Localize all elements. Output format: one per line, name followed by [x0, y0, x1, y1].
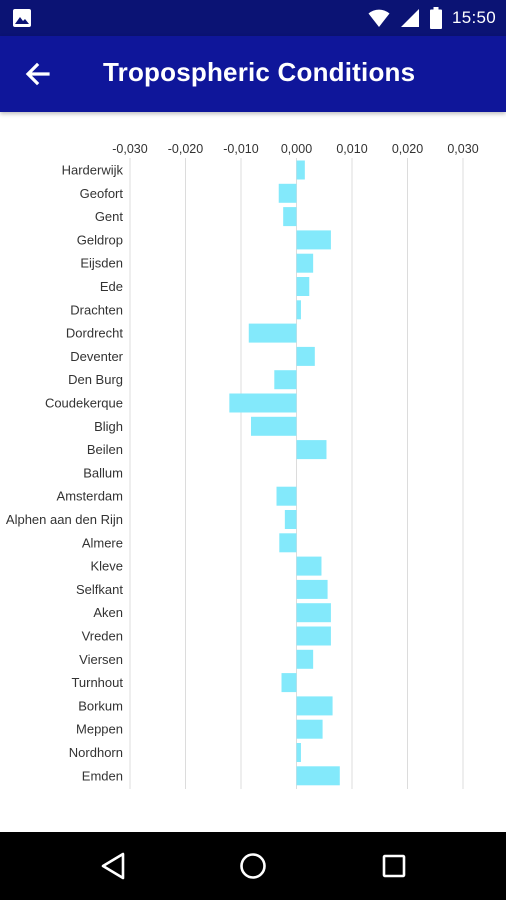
- bar[interactable]: [296, 696, 333, 716]
- category-label: Harderwijk: [62, 163, 124, 178]
- bar[interactable]: [296, 556, 322, 576]
- bars: [229, 160, 340, 786]
- category-label: Dordrecht: [66, 326, 123, 341]
- bar[interactable]: [250, 416, 297, 436]
- cell-signal-icon: [400, 9, 419, 27]
- bar[interactable]: [281, 673, 297, 693]
- bar[interactable]: [296, 766, 340, 786]
- bar-chart-svg: -0,030 -0,020 -0,010 0,000 0,010 0,020 0,030 H…: [6, 142, 479, 789]
- bar[interactable]: [296, 579, 328, 599]
- category-label: Ballum: [83, 465, 123, 480]
- category-label: Borkum: [78, 698, 123, 713]
- category-label: Bligh: [94, 419, 123, 434]
- wifi-icon: [368, 9, 390, 27]
- bar[interactable]: [296, 649, 314, 669]
- bar[interactable]: [279, 533, 297, 553]
- category-label: Beilen: [87, 442, 123, 457]
- category-label: Nordhorn: [69, 745, 123, 760]
- category-label: Eijsden: [80, 256, 123, 271]
- bar[interactable]: [296, 230, 331, 250]
- grid-lines: [129, 158, 464, 789]
- status-time: 15:50: [451, 8, 496, 27]
- x-tick-label: -0,010: [223, 142, 258, 156]
- bar[interactable]: [296, 440, 327, 460]
- bar-chart: -0,030 -0,020 -0,010 0,000 0,010 0,020 0,030 H…: [0, 112, 506, 832]
- status-icons: 15:50: [368, 6, 496, 30]
- category-label: Meppen: [76, 722, 123, 737]
- bar[interactable]: [278, 183, 297, 203]
- bar[interactable]: [248, 323, 297, 343]
- status-bar: 15:50: [0, 0, 506, 36]
- bar[interactable]: [296, 626, 331, 646]
- category-label: Viersen: [79, 652, 123, 667]
- category-label: Selfkant: [76, 582, 123, 597]
- x-tick-label: 0,000: [281, 142, 312, 156]
- bar[interactable]: [296, 300, 301, 320]
- category-label: Drachten: [70, 302, 123, 317]
- bar[interactable]: [229, 393, 297, 413]
- category-label: Turnhout: [71, 675, 123, 690]
- bar[interactable]: [296, 277, 310, 296]
- bar[interactable]: [296, 743, 301, 762]
- bar[interactable]: [296, 160, 305, 180]
- category-label: Vreden: [82, 629, 123, 644]
- navigation-bar: [0, 832, 506, 900]
- bar[interactable]: [276, 486, 297, 506]
- category-label: Amsterdam: [57, 489, 123, 504]
- category-label: Emden: [82, 768, 123, 783]
- category-label: Ede: [100, 279, 123, 294]
- category-label: Geofort: [80, 186, 124, 201]
- bar[interactable]: [296, 253, 314, 273]
- x-tick-labels: -0,030 -0,020 -0,010 0,000 0,010 0,020 0,030: [112, 142, 478, 156]
- x-tick-label: 0,020: [392, 142, 423, 156]
- bar[interactable]: [296, 719, 323, 739]
- bar[interactable]: [284, 510, 297, 529]
- x-tick-label: -0,020: [168, 142, 203, 156]
- x-tick-label: 0,030: [447, 142, 478, 156]
- battery-icon: [429, 7, 442, 29]
- bar[interactable]: [296, 346, 315, 366]
- bar[interactable]: [274, 370, 297, 390]
- category-label: Aken: [93, 605, 123, 620]
- app-bar: Tropospheric Conditions: [0, 36, 506, 112]
- bar[interactable]: [283, 207, 297, 227]
- category-label: Alphen aan den Rijn: [6, 512, 123, 527]
- category-label: Gent: [95, 209, 124, 224]
- back-triangle-icon[interactable]: [96, 848, 132, 884]
- bar[interactable]: [296, 603, 331, 623]
- category-label: Almere: [82, 535, 123, 550]
- home-circle-icon[interactable]: [235, 848, 271, 884]
- category-label: Coudekerque: [45, 396, 123, 411]
- image-notification-icon: [13, 9, 31, 27]
- category-label: Kleve: [90, 559, 123, 574]
- category-label: Deventer: [70, 349, 123, 364]
- category-label: Den Burg: [68, 372, 123, 387]
- x-tick-label: 0,010: [336, 142, 367, 156]
- page-title: Tropospheric Conditions: [103, 57, 416, 87]
- category-labels: Harderwijk Geofort Gent Geldrop Eijsden Ede Dr…: [6, 163, 124, 784]
- category-label: Geldrop: [77, 232, 123, 247]
- arrow-left-icon[interactable]: [22, 58, 54, 90]
- x-tick-label: -0,030: [112, 142, 147, 156]
- recents-square-icon[interactable]: [376, 848, 412, 884]
